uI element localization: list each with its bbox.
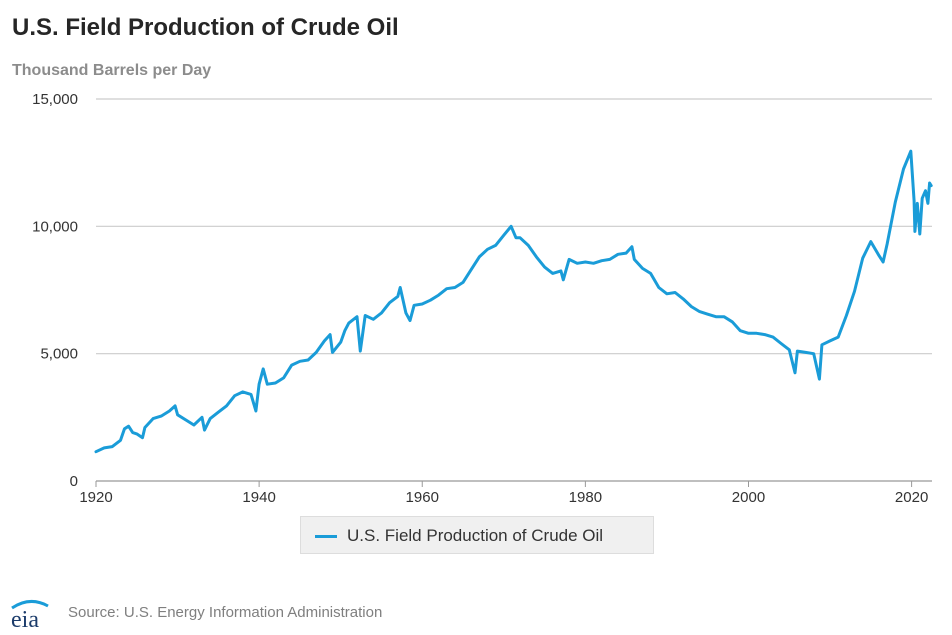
y-tick-label: 5,000: [40, 346, 78, 363]
source-note: Source: U.S. Energy Information Administ…: [68, 604, 383, 621]
svg-text:eia: eia: [11, 607, 39, 630]
y-tick-label: 0: [70, 473, 78, 490]
x-tick-label: 1920: [79, 489, 112, 506]
y-axis: 0 5,000 10,000 15,000: [32, 91, 78, 490]
eia-logo-icon: eia: [11, 600, 49, 630]
x-tick-label: 2020: [895, 489, 928, 506]
legend-label: U.S. Field Production of Crude Oil: [347, 526, 604, 545]
chart-subtitle: Thousand Barrels per Day: [12, 62, 212, 79]
x-tick-label: 1980: [569, 489, 602, 506]
x-tick-label: 1940: [242, 489, 275, 506]
line-chart: 0 5,000 10,000 15,000 1920 1940 1960 1980 2000 2…: [32, 91, 933, 506]
x-axis: 1920 1940 1960 1980 2000 2020: [79, 481, 928, 506]
chart-title: U.S. Field Production of Crude Oil: [12, 14, 399, 41]
y-tick-label: 10,000: [32, 218, 78, 235]
y-tick-label: 15,000: [32, 91, 78, 108]
gridlines: [96, 98, 932, 482]
legend-swatch: [315, 535, 337, 538]
x-tick-label: 1960: [406, 489, 439, 506]
x-tick-label: 2000: [732, 489, 765, 506]
series-layer: [94, 149, 933, 454]
series-line[interactable]: [94, 149, 933, 454]
legend[interactable]: U.S. Field Production of Crude Oil: [300, 516, 654, 554]
